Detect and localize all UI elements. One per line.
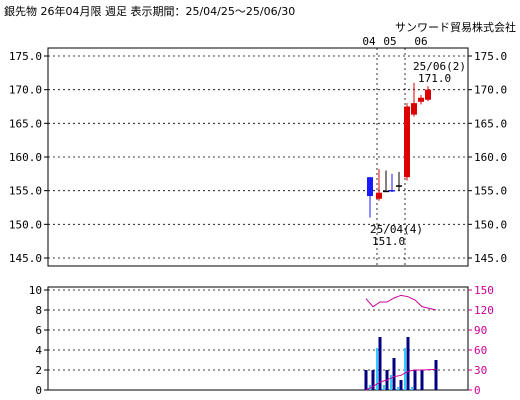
candle-body xyxy=(411,103,417,115)
price-tick-label-right: 160.0 xyxy=(474,151,507,164)
volume-left-axis: 10 8 6 4 2 0 xyxy=(29,284,43,397)
volume-line-a xyxy=(365,294,437,311)
price-tick-label-right: 150.0 xyxy=(474,218,507,231)
price-tick-label-left: 170.0 xyxy=(9,84,42,97)
candle-body xyxy=(389,189,395,192)
volume-tick-label-left: 8 xyxy=(35,304,42,317)
volume-bar xyxy=(406,337,410,390)
candle-body xyxy=(404,106,410,178)
volume-tick-label-left: 2 xyxy=(35,364,42,377)
open-interest-bar xyxy=(411,387,413,390)
low-annotation-value: 151.0 xyxy=(372,235,405,248)
price-tick-label-left: 160.0 xyxy=(9,151,42,164)
candlestick-series xyxy=(367,82,431,218)
volume-tick-label-right: 0 xyxy=(474,384,481,397)
volume-lines xyxy=(365,294,437,391)
open-interest-bar xyxy=(383,385,385,390)
price-tick-label-left: 165.0 xyxy=(9,117,42,130)
volume-bar xyxy=(378,337,382,390)
company-name: サンワード貿易株式会社 xyxy=(395,20,516,34)
month-labels: 04 05 06 xyxy=(362,35,427,48)
price-panel: 175.0 170.0 165.0 160.0 155.0 150.0 145.0 175.… xyxy=(9,35,507,390)
candle-body xyxy=(376,192,382,199)
volume-tick-label-left: 10 xyxy=(29,284,42,297)
month-label: 05 xyxy=(383,35,396,48)
high-annotation-value: 171.0 xyxy=(418,72,451,85)
price-tick-label-right: 170.0 xyxy=(474,84,507,97)
volume-bar xyxy=(434,360,438,390)
open-interest-bar xyxy=(376,348,378,390)
volume-panel: 10 8 6 4 2 0 150 120 90 60 30 0 xyxy=(29,284,494,397)
price-tick-label-left: 150.0 xyxy=(9,218,42,231)
price-tick-label-left: 155.0 xyxy=(9,185,42,198)
open-interest-bar xyxy=(369,385,371,390)
volume-tick-label-left: 6 xyxy=(35,324,42,337)
low-annotation-date: 25/04(4) xyxy=(370,223,423,236)
candle-body xyxy=(396,185,402,187)
candle-body xyxy=(367,177,373,197)
volume-tick-label-right: 90 xyxy=(474,324,487,337)
open-interest-bar xyxy=(397,387,399,390)
volume-bar xyxy=(371,370,375,390)
volume-bar xyxy=(420,370,424,390)
price-tick-label-right: 145.0 xyxy=(474,252,507,265)
volume-bar xyxy=(399,380,403,390)
open-interest-bar xyxy=(390,375,392,390)
volume-line-b xyxy=(365,368,437,391)
month-label: 06 xyxy=(414,35,427,48)
price-annotations: 25/06(2)171.0 25/04(4)151.0 xyxy=(370,60,466,248)
candle-body xyxy=(383,190,389,193)
price-tick-label-left: 145.0 xyxy=(9,252,42,265)
volume-tick-label-right: 150 xyxy=(474,284,494,297)
price-tick-label-right: 175.0 xyxy=(474,50,507,63)
volume-right-axis: 150 120 90 60 30 0 xyxy=(474,284,494,397)
price-left-axis: 175.0 170.0 165.0 160.0 155.0 150.0 145.0 xyxy=(9,50,42,265)
open-interest-bar xyxy=(404,348,406,390)
price-tick-label-left: 175.0 xyxy=(9,50,42,63)
volume-bar xyxy=(413,370,417,390)
price-tick-label-right: 155.0 xyxy=(474,185,507,198)
volume-tick-label-right: 30 xyxy=(474,364,487,377)
price-gridlines xyxy=(44,48,472,390)
volume-tick-label-left: 0 xyxy=(35,384,42,397)
volume-tick-label-right: 120 xyxy=(474,304,494,317)
volume-tick-label-right: 60 xyxy=(474,344,487,357)
candle-body xyxy=(418,97,424,102)
volume-plot-area xyxy=(47,286,469,391)
month-label: 04 xyxy=(362,35,376,48)
volume-bar xyxy=(392,358,396,390)
price-tick-label-right: 165.0 xyxy=(474,117,507,130)
volume-bar xyxy=(364,370,368,390)
price-right-axis: 175.0 170.0 165.0 160.0 155.0 150.0 145.0 xyxy=(474,50,507,265)
candle-body xyxy=(425,89,431,100)
chart-title: 銀先物 26年04月限 週足 表示期間：25/04/25～25/06/30 xyxy=(4,4,295,18)
high-annotation-date: 25/06(2) xyxy=(413,60,466,73)
volume-tick-label-left: 4 xyxy=(35,344,42,357)
